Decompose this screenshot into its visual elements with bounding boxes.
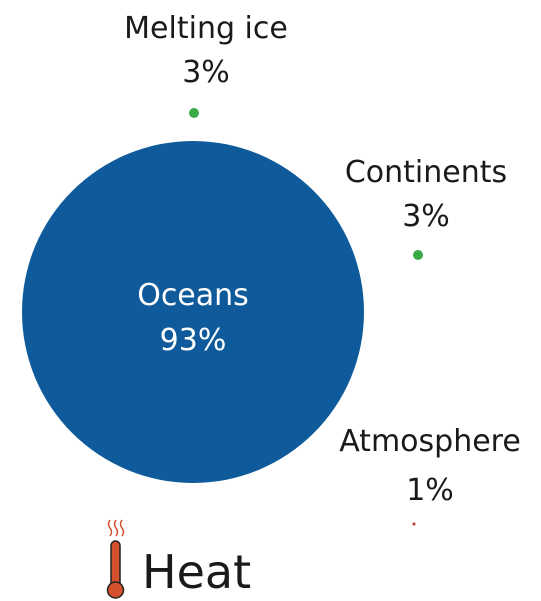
oceans-circle (22, 141, 364, 483)
continents-dot (413, 250, 423, 260)
atmosphere-value-label: 1% (406, 473, 454, 508)
melting-ice-name-label: Melting ice (124, 11, 288, 46)
oceans-name-label: Oceans (137, 278, 249, 313)
atmosphere-name-label: Atmosphere (339, 424, 521, 459)
continents-value-label: 3% (402, 199, 450, 234)
legend-heat-label: Heat (142, 545, 251, 599)
melting-ice-value-label: 3% (182, 55, 230, 90)
continents-name-label: Continents (345, 155, 507, 190)
atmosphere-dot (412, 522, 416, 526)
melting-ice-dot (189, 108, 199, 118)
thermometer-icon (106, 519, 125, 599)
oceans-value-label: 93% (160, 323, 227, 358)
